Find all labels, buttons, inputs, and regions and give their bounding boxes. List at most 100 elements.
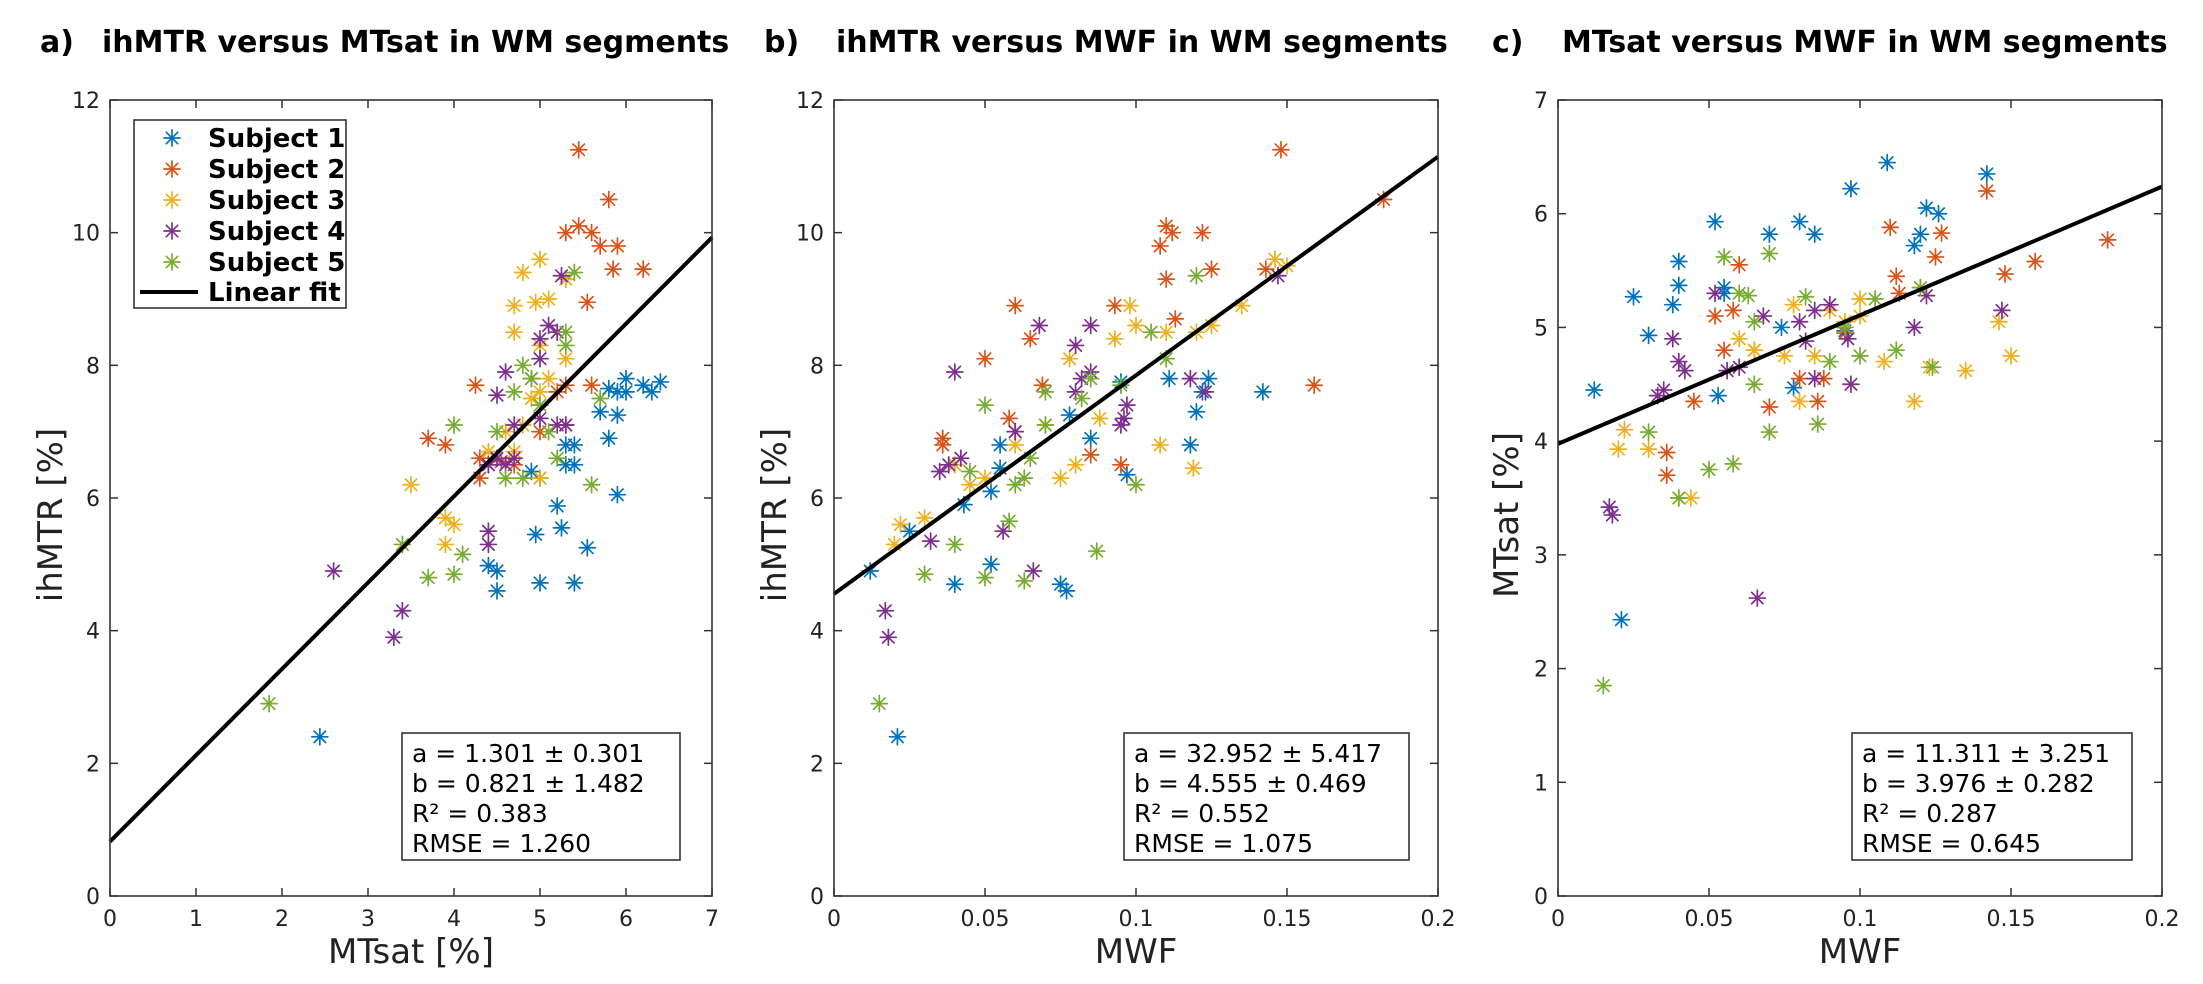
- data-point: [1015, 469, 1034, 487]
- data-point: [2026, 252, 2045, 271]
- data-point: [1700, 460, 1718, 479]
- data-point: [496, 363, 515, 381]
- data-point: [1730, 329, 1749, 348]
- y-tick-label: 0: [810, 885, 824, 910]
- data-point: [1917, 199, 1936, 217]
- stat-r2: R² = 0.552: [1134, 799, 1270, 828]
- panel-a-plot-frame: [109, 99, 713, 897]
- data-point: [1151, 436, 1170, 454]
- data-point: [608, 485, 627, 504]
- data-point: [608, 237, 627, 255]
- data-point: [526, 525, 545, 544]
- data-point: [393, 601, 412, 620]
- data-point: [1305, 376, 1324, 395]
- data-point: [1977, 165, 1996, 183]
- data-point: [1784, 295, 1803, 314]
- y-tick-label: 1: [1534, 771, 1548, 796]
- data-point: [582, 475, 601, 494]
- data-point: [976, 396, 994, 414]
- data-point: [1993, 301, 2011, 320]
- data-point: [1015, 572, 1034, 590]
- data-point: [945, 575, 964, 594]
- data-point: [582, 223, 601, 242]
- data-point: [1021, 329, 1040, 348]
- data-point: [1657, 443, 1676, 462]
- data-point: [604, 260, 622, 278]
- panel-c-marks: [1585, 153, 2117, 695]
- stat-a: a = 1.301 ± 0.301: [412, 739, 644, 768]
- panel-c-title: MTsat versus MWF in WM segments: [1562, 25, 2168, 60]
- data-point: [591, 237, 610, 255]
- data-point: [582, 376, 601, 395]
- panel-a-xlabel: MTsat [%]: [328, 932, 494, 972]
- data-point: [1118, 396, 1136, 414]
- data-point: [384, 628, 403, 647]
- data-point: [1663, 329, 1682, 348]
- legend-marker-subject-5: [163, 253, 181, 271]
- panel-b-plot-frame: [833, 99, 1439, 897]
- stat-rmse: RMSE = 1.260: [412, 829, 591, 858]
- data-point: [1184, 459, 1203, 477]
- data-point: [445, 565, 463, 584]
- data-point: [552, 518, 571, 537]
- data-point: [513, 356, 532, 375]
- data-point: [1685, 392, 1703, 411]
- data-point: [1839, 329, 1857, 348]
- data-point: [1657, 466, 1676, 485]
- data-point: [1106, 329, 1124, 348]
- data-point: [1087, 542, 1106, 560]
- legend-label-subject-5: Subject 5: [208, 248, 345, 278]
- data-point: [539, 316, 558, 335]
- data-point: [569, 217, 588, 235]
- data-point: [1790, 392, 1809, 411]
- data-point: [260, 694, 278, 713]
- data-point: [1842, 375, 1860, 394]
- y-tick-label: 6: [810, 487, 824, 512]
- data-point: [496, 469, 515, 487]
- data-point: [1926, 248, 1945, 266]
- data-point: [634, 376, 653, 395]
- data-point: [556, 223, 575, 242]
- data-point: [1929, 204, 1948, 223]
- data-point: [505, 416, 524, 434]
- legend-label-linear-fit: Linear fit: [208, 278, 341, 308]
- data-point: [1609, 440, 1628, 458]
- panel-c-ylabel: MTsat [%]: [1487, 432, 1527, 598]
- data-point: [1675, 361, 1694, 380]
- legend-star-icon: [163, 222, 181, 240]
- data-point: [1624, 287, 1643, 306]
- data-point: [1202, 260, 1221, 278]
- stat-r2: R² = 0.287: [1862, 799, 1998, 828]
- legend-marker-subject-1: [163, 129, 181, 147]
- data-point: [1724, 301, 1743, 320]
- data-point: [488, 422, 506, 441]
- data-point: [1790, 312, 1809, 331]
- data-point: [1905, 392, 1924, 411]
- data-point: [1669, 252, 1688, 271]
- y-tick-label: 2: [1534, 658, 1548, 683]
- data-point: [1036, 383, 1055, 401]
- panel-c-ticks: 0 0.05 0.1 0.15 0.2 0 1 2 3 4 5 6 7: [1534, 89, 2180, 932]
- data-point: [1253, 383, 1272, 401]
- data-point: [1187, 402, 1206, 421]
- data-point: [531, 469, 549, 487]
- data-point: [1066, 455, 1085, 474]
- data-point: [1851, 347, 1869, 365]
- data-point: [617, 383, 635, 401]
- y-tick-label: 3: [1534, 544, 1548, 569]
- data-point: [1654, 381, 1673, 399]
- data-point: [1081, 446, 1100, 464]
- data-point: [1060, 349, 1079, 368]
- stats-box-frame: [1123, 732, 1410, 861]
- data-point: [599, 190, 618, 209]
- data-point: [1669, 352, 1688, 371]
- data-point: [1881, 218, 1900, 237]
- x-tick-label: 4: [447, 907, 461, 932]
- data-point: [1851, 290, 1869, 308]
- x-tick-label: 0.1: [1843, 907, 1878, 932]
- stat-b: b = 4.555 ± 0.469: [1134, 769, 1367, 798]
- data-point: [1905, 236, 1924, 255]
- data-point: [531, 349, 549, 368]
